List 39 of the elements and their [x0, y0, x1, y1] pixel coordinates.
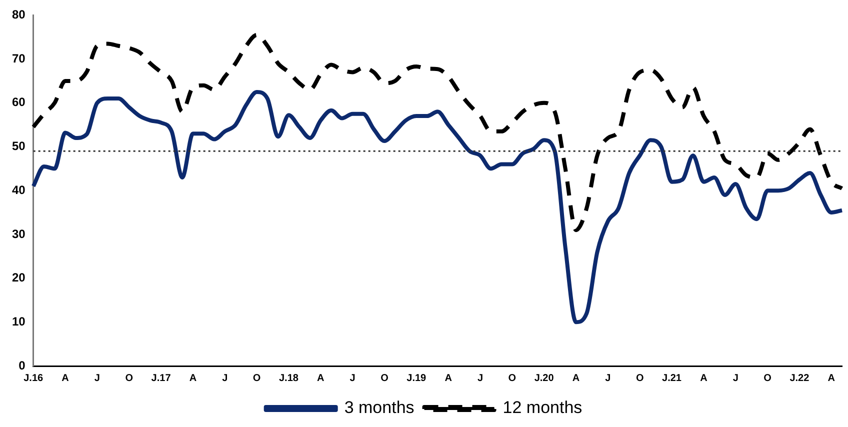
x-tick-label: A [572, 372, 580, 384]
y-tick-label: 10 [12, 314, 26, 328]
x-tick-label: J.19 [406, 372, 427, 384]
x-tick-label: O [764, 372, 772, 384]
x-tick-label: J [350, 372, 356, 384]
x-tick-label: O [125, 372, 134, 384]
x-tick-label: O [508, 372, 516, 384]
y-tick-label: 30 [12, 226, 26, 241]
x-tick-label: J.18 [278, 372, 299, 384]
legend-label: 3 months [344, 398, 414, 418]
y-tick-label: 70 [12, 51, 26, 66]
x-tick-label: A [444, 372, 452, 384]
x-tick-label: J [605, 372, 611, 384]
y-tick-label: 20 [12, 270, 26, 285]
y-tick-label: 40 [12, 182, 26, 197]
x-tick-label: J [732, 372, 738, 384]
y-tick-label: 0 [18, 358, 26, 372]
x-tick-label: A [317, 372, 324, 384]
x-tick-label: J.16 [24, 372, 44, 384]
x-tick-label: O [636, 372, 644, 384]
line-series [31, 90, 844, 324]
legend-label: 12 months [502, 398, 582, 418]
x-tick-label: A [700, 372, 708, 384]
x-tick-label: J.21 [662, 372, 682, 384]
x-tick-label: A [828, 372, 835, 384]
x-tick-label: O [380, 372, 389, 384]
y-tick-label: 60 [12, 95, 26, 110]
x-tick-label: J.17 [151, 372, 172, 384]
line-series [31, 32, 844, 232]
x-tick-label: O [252, 372, 261, 384]
x-tick-label: J [94, 372, 100, 384]
x-tick-label: J [477, 372, 484, 384]
x-tick-label: J [222, 372, 228, 384]
y-tick-label: 80 [12, 8, 26, 22]
x-tick-label: A [62, 372, 69, 384]
y-tick-label: 50 [12, 139, 26, 154]
x-tick-label: J.20 [534, 372, 554, 384]
x-tick-label: A [189, 372, 197, 384]
x-tick-label: J.22 [790, 372, 810, 384]
